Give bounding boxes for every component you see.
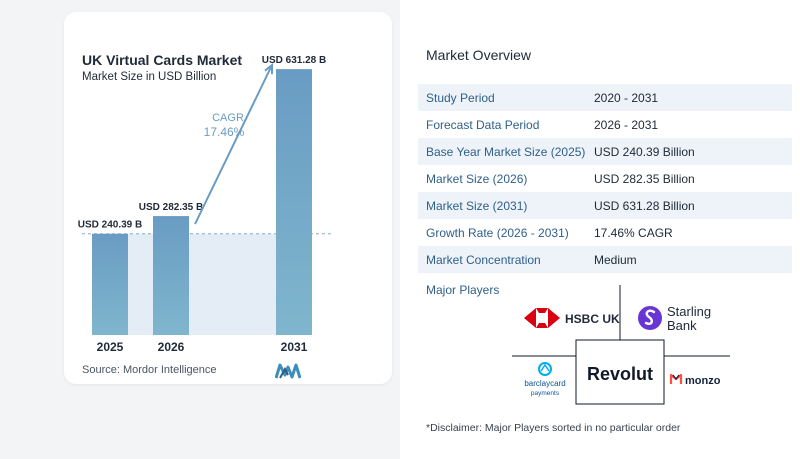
monzo-label: monzo: [685, 375, 721, 387]
market-overview-panel: Market Overview Study Period 2020 - 2031…: [400, 0, 800, 459]
row-value: 2026 - 2031: [594, 117, 659, 132]
cagr-value: 17.46%: [204, 125, 245, 139]
hsbc-logo-icon: [524, 308, 560, 328]
starling-logo-icon: [638, 306, 662, 330]
row-label: Growth Rate (2026 - 2031): [426, 225, 569, 240]
barclaycard-logo-icon: [538, 362, 552, 376]
market-size-card: UK Virtual Cards Market Market Size in U…: [64, 12, 392, 384]
barclaycard-label-1: barclaycard: [524, 379, 565, 388]
row-label: Study Period: [426, 90, 495, 105]
baseline-band: [128, 233, 276, 335]
row-value: 17.46% CAGR: [594, 225, 673, 240]
row-label: Market Size (2031): [426, 198, 528, 213]
table-row: Market Size (2031) USD 631.28 Billion: [418, 192, 792, 219]
row-label: Market Concentration: [426, 252, 541, 267]
table-row: Market Concentration Medium: [418, 246, 792, 273]
chart-title: UK Virtual Cards Market: [82, 52, 243, 68]
mordor-logo-icon: [275, 363, 301, 379]
chart-subtitle: Market Size in USD Billion: [82, 71, 217, 83]
data-label-2026: USD 282.35 B: [139, 202, 203, 213]
starling-label-1: Starling: [667, 304, 711, 319]
cagr-label: CAGR: [212, 112, 244, 124]
major-players-logos: HSBC UK Starling Bank barclaycard paymen…: [512, 285, 730, 405]
bar-2026: [153, 216, 189, 335]
row-label: Forecast Data Period: [426, 117, 540, 132]
barclaycard-label-2: payments: [531, 390, 560, 397]
x-tick-2025: 2025: [97, 340, 124, 354]
row-label: Base Year Market Size (2025): [426, 144, 586, 159]
starling-label-2: Bank: [667, 318, 697, 333]
row-value: USD 240.39 Billion: [594, 144, 695, 159]
table-row: Forecast Data Period 2026 - 2031: [418, 111, 792, 138]
row-label: Market Size (2026): [426, 171, 528, 186]
table-row: Base Year Market Size (2025) USD 240.39 …: [418, 138, 792, 165]
chart-source: Source: Mordor Intelligence: [82, 364, 217, 376]
disclaimer: *Disclaimer: Major Players sorted in no …: [426, 422, 681, 434]
row-value: Medium: [594, 252, 637, 267]
table-row: Market Size (2026) USD 282.35 Billion: [418, 165, 792, 192]
hsbc-label: HSBC UK: [565, 312, 620, 326]
row-value: USD 282.35 Billion: [594, 171, 695, 186]
cagr-arrow-head: [264, 63, 274, 75]
cagr-arrow-line: [194, 64, 273, 225]
table-row: Growth Rate (2026 - 2031) 17.46% CAGR: [418, 219, 792, 246]
bar-2031: [276, 69, 312, 335]
revolut-label: Revolut: [587, 364, 653, 384]
bar-2025: [92, 233, 128, 335]
x-tick-2026: 2026: [158, 340, 185, 354]
table-row: Study Period 2020 - 2031: [418, 84, 792, 111]
monzo-logo-icon: [669, 373, 683, 384]
revolut-box: [575, 339, 665, 405]
row-value: USD 631.28 Billion: [594, 198, 695, 213]
bar-chart: USD 240.39 B 2025 USD 282.35 B 2026 USD 631.…: [78, 55, 332, 354]
major-players-title: Major Players: [426, 283, 500, 297]
data-label-2025: USD 240.39 B: [78, 220, 142, 231]
cagr-arrow: [194, 63, 274, 225]
x-tick-2031: 2031: [281, 340, 308, 354]
data-label-2031: USD 631.28 B: [262, 55, 326, 66]
overview-table: Study Period 2020 - 2031 Forecast Data P…: [418, 84, 792, 273]
overview-title: Market Overview: [426, 47, 532, 63]
row-value: 2020 - 2031: [594, 90, 659, 105]
